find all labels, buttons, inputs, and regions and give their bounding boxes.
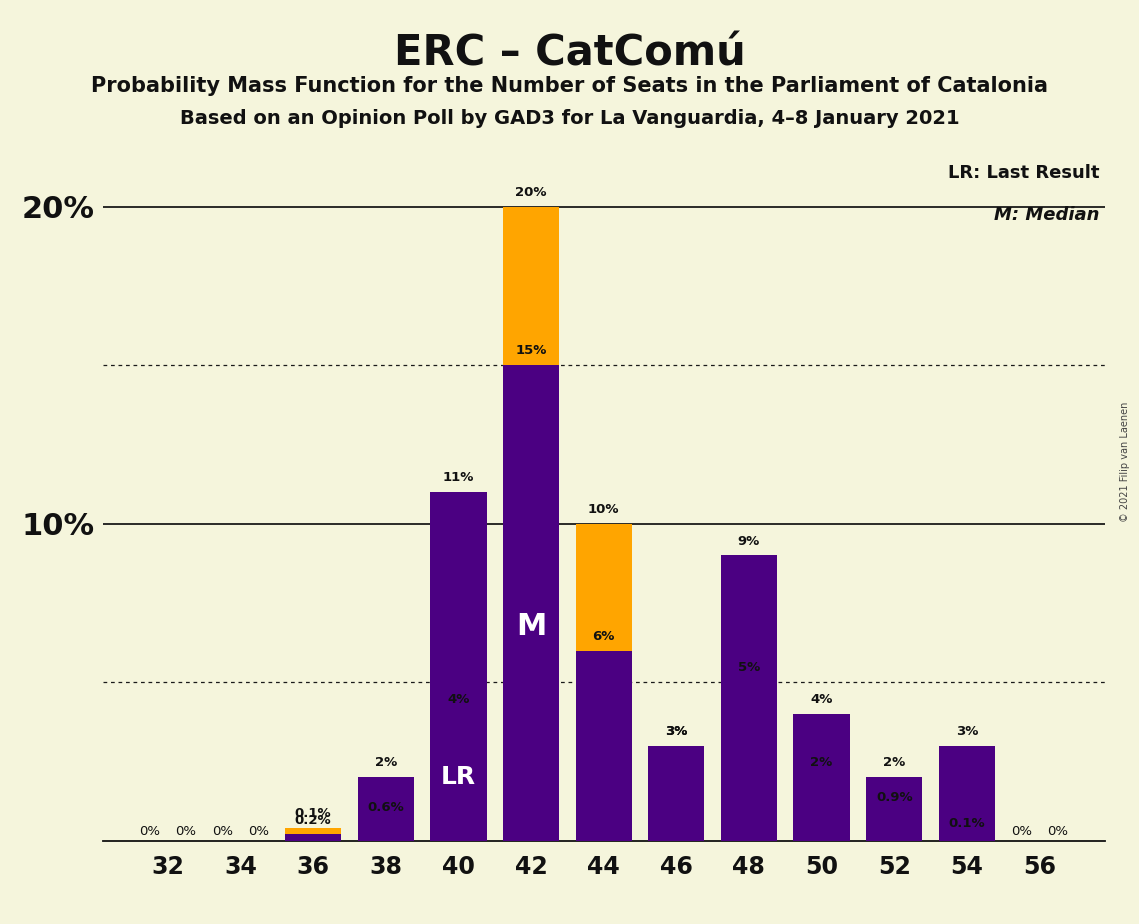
Bar <box>939 838 995 841</box>
Text: LR: LR <box>441 765 476 789</box>
Text: Probability Mass Function for the Number of Seats in the Parliament of Catalonia: Probability Mass Function for the Number… <box>91 76 1048 96</box>
Text: 0%: 0% <box>139 825 161 838</box>
Bar <box>648 746 704 841</box>
Bar <box>721 555 777 841</box>
Text: 3%: 3% <box>665 724 688 737</box>
Text: 4%: 4% <box>810 693 833 706</box>
Text: 10%: 10% <box>588 503 620 516</box>
Bar <box>285 828 342 841</box>
Bar <box>648 746 704 841</box>
Bar <box>794 714 850 841</box>
Text: 3%: 3% <box>956 724 978 737</box>
Text: 4%: 4% <box>448 693 469 706</box>
Text: 0.2%: 0.2% <box>295 813 331 827</box>
Text: 0%: 0% <box>1047 825 1068 838</box>
Text: 2%: 2% <box>883 757 906 770</box>
Text: M: Median: M: Median <box>994 206 1100 224</box>
Bar <box>431 714 486 841</box>
Text: 6%: 6% <box>592 629 615 643</box>
Bar <box>794 777 850 841</box>
Text: Based on an Opinion Poll by GAD3 for La Vanguardia, 4–8 January 2021: Based on an Opinion Poll by GAD3 for La … <box>180 109 959 128</box>
Text: 0.6%: 0.6% <box>368 801 404 814</box>
Bar <box>939 746 995 841</box>
Text: ERC – CatComú: ERC – CatComú <box>394 32 745 74</box>
Bar <box>358 777 413 841</box>
Bar <box>285 834 342 841</box>
Text: 0%: 0% <box>212 825 232 838</box>
Text: 15%: 15% <box>515 345 547 358</box>
Bar <box>431 492 486 841</box>
Text: 0.1%: 0.1% <box>295 808 331 821</box>
Text: 0.9%: 0.9% <box>876 791 912 805</box>
Bar <box>503 207 559 841</box>
Text: 2%: 2% <box>811 757 833 770</box>
Text: 9%: 9% <box>738 534 760 548</box>
Bar <box>721 682 777 841</box>
Text: LR: Last Result: LR: Last Result <box>949 164 1100 182</box>
Text: © 2021 Filip van Laenen: © 2021 Filip van Laenen <box>1121 402 1130 522</box>
Text: 5%: 5% <box>738 662 760 675</box>
Text: 0%: 0% <box>248 825 269 838</box>
Bar <box>575 524 632 841</box>
Text: 2%: 2% <box>375 757 396 770</box>
Text: 3%: 3% <box>665 724 688 737</box>
Text: 0%: 0% <box>1010 825 1032 838</box>
Bar <box>503 365 559 841</box>
Bar <box>866 812 923 841</box>
Text: M: M <box>516 613 547 641</box>
Text: 11%: 11% <box>443 471 474 484</box>
Bar <box>866 777 923 841</box>
Bar <box>358 821 413 841</box>
Text: 0.1%: 0.1% <box>949 817 985 830</box>
Bar <box>575 650 632 841</box>
Text: 0%: 0% <box>175 825 197 838</box>
Text: 20%: 20% <box>515 186 547 199</box>
